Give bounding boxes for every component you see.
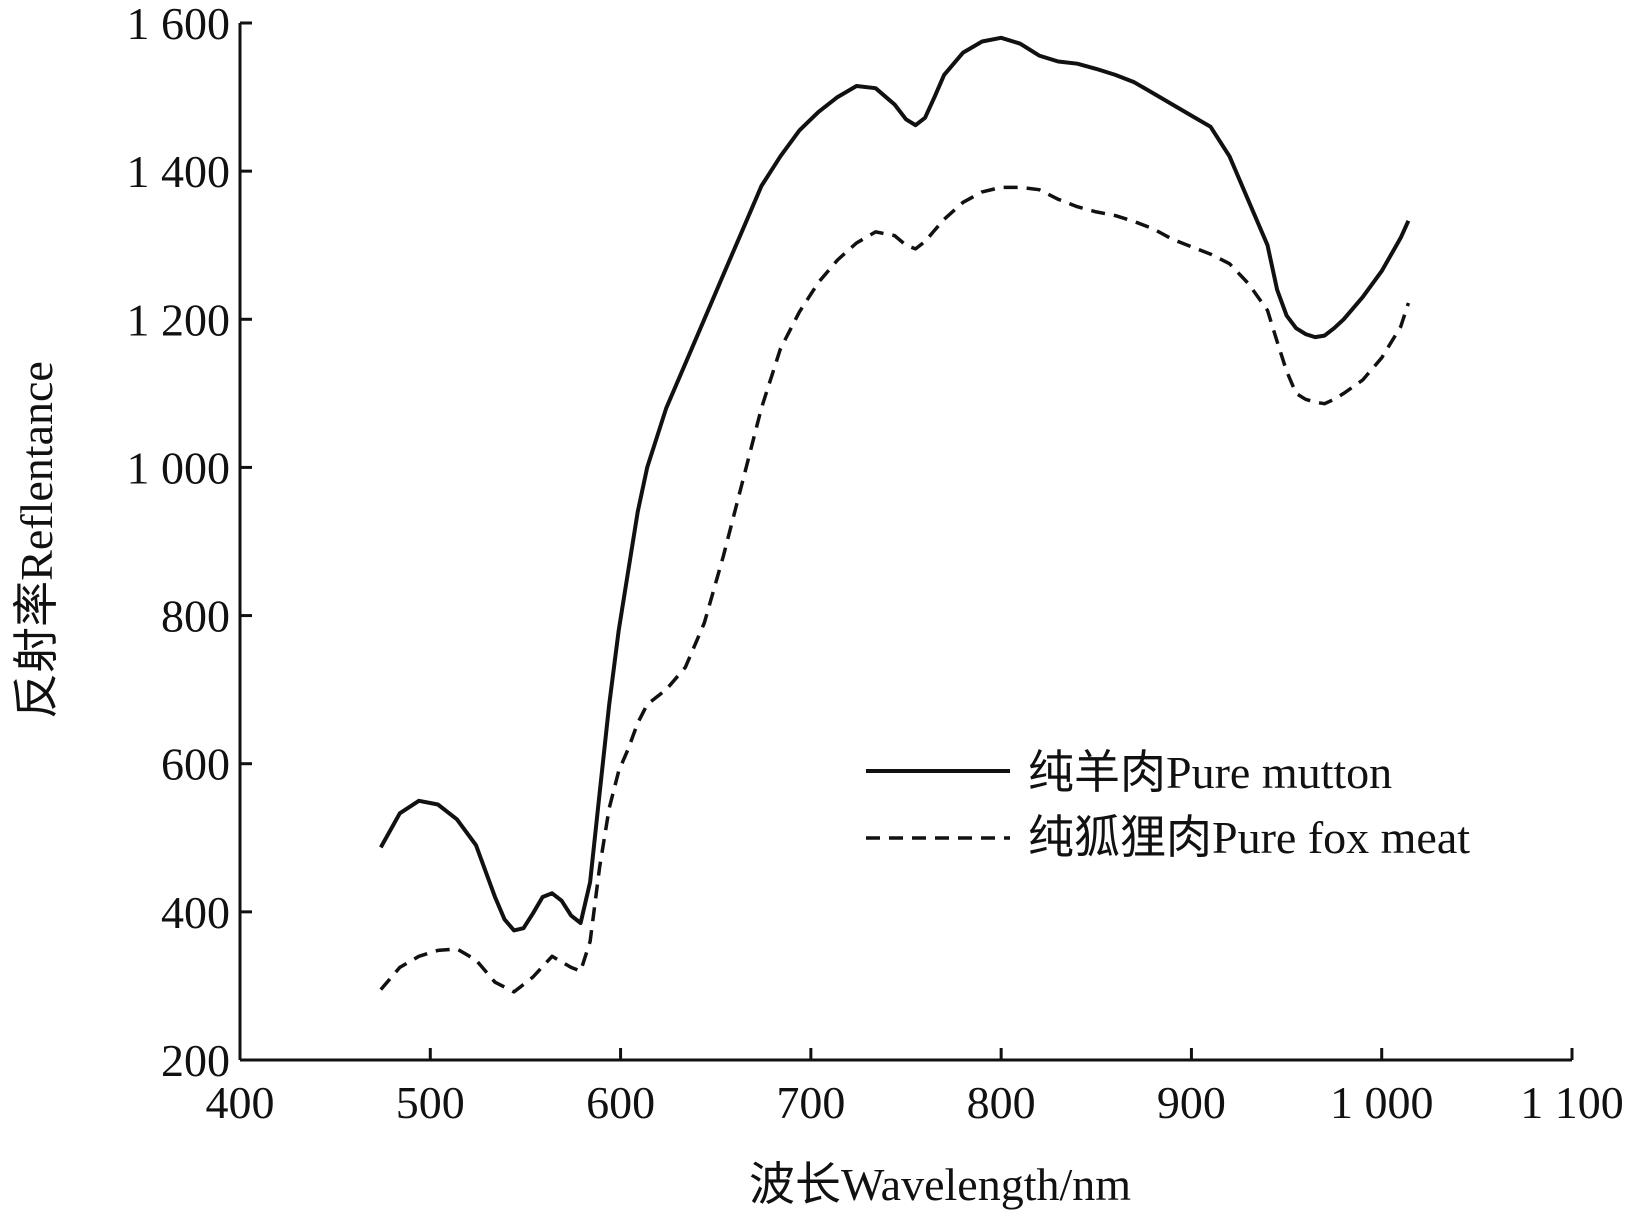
x-tick-label: 800: [967, 1077, 1036, 1128]
y-tick-label: 1 400: [127, 146, 231, 197]
y-axis-title: 反射率Reflentance: [11, 361, 62, 719]
legend-label-pure-fox-meat: 纯狐狸肉Pure fox meat: [1028, 812, 1470, 863]
x-axis-title: 波长Wavelength/nm: [749, 1159, 1131, 1210]
y-ticks: 200 400 600 800 1 000 1 200 1 400 1 600: [127, 0, 252, 1086]
y-tick-label: 1 200: [127, 294, 231, 345]
x-tick-label: 1 100: [1520, 1077, 1624, 1128]
x-tick-label: 1 000: [1330, 1077, 1434, 1128]
x-ticks: 400 500 600 700 800 900 1 000 1 100: [206, 1048, 1624, 1128]
series-line-pure-mutton: [379, 35, 1411, 933]
series-line-pure-fox-meat: [379, 185, 1411, 994]
x-tick-label: 900: [1157, 1077, 1226, 1128]
y-tick-label: 400: [161, 887, 230, 938]
y-tick-label: 200: [161, 1035, 230, 1086]
legend: 纯羊肉Pure mutton 纯狐狸肉Pure fox meat: [866, 747, 1470, 863]
x-tick-label: 500: [396, 1077, 465, 1128]
x-tick-label: 600: [586, 1077, 655, 1128]
y-tick-label: 1 000: [127, 442, 231, 493]
y-tick-label: 1 600: [127, 0, 231, 49]
legend-label-pure-mutton: 纯羊肉Pure mutton: [1028, 747, 1392, 798]
series-layer: [379, 35, 1411, 994]
x-tick-label: 700: [776, 1077, 845, 1128]
y-tick-label: 600: [161, 739, 230, 790]
x-tick-label: 400: [206, 1077, 275, 1128]
y-tick-label: 800: [161, 591, 230, 642]
